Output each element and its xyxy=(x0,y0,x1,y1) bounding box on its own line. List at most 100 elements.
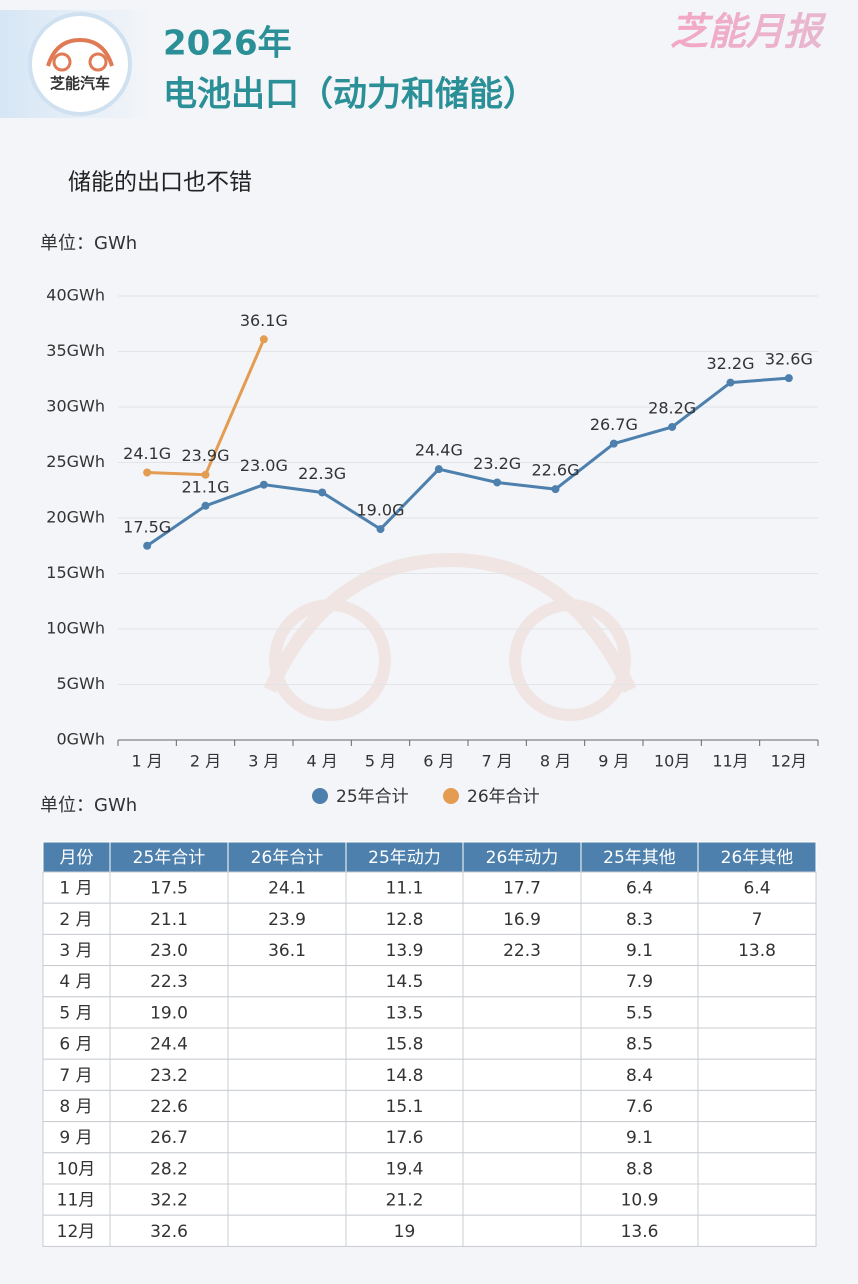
table-cell xyxy=(697,871,817,904)
table-cell xyxy=(462,871,582,904)
data-label: 23.0G xyxy=(240,456,288,475)
table-header: 25年动力 xyxy=(368,848,441,868)
table-cell xyxy=(580,1089,699,1123)
table-cell xyxy=(697,902,817,935)
unit-label: 单位：GWh xyxy=(40,795,137,816)
table-cell xyxy=(109,1089,229,1123)
data-label: 24.4G xyxy=(415,441,463,460)
table-cell-text: 24.1 xyxy=(268,879,306,899)
table-cell-text: 12月 xyxy=(57,1222,96,1242)
table-cell xyxy=(227,1058,347,1091)
table-cell xyxy=(227,1214,347,1247)
table-cell xyxy=(462,933,582,967)
x-tick-label: 1 月 xyxy=(132,752,163,771)
table-cell-text: 14.5 xyxy=(386,972,424,992)
table-cell-text: 23.2 xyxy=(150,1066,188,1086)
data-label: 32.2G xyxy=(706,354,754,373)
x-tick-label: 7 月 xyxy=(482,752,513,771)
table-cell xyxy=(697,1121,817,1154)
table-cell xyxy=(109,902,229,935)
data-point xyxy=(143,541,152,550)
legend-label: 26年合计 xyxy=(467,787,540,807)
table-cell xyxy=(697,1027,817,1060)
table-cell xyxy=(42,1152,111,1185)
table-cell xyxy=(345,933,464,967)
x-tick-label: 12月 xyxy=(771,752,807,771)
data-point xyxy=(668,422,677,431)
data-point xyxy=(609,439,618,448)
data-label: 19.0G xyxy=(356,501,404,520)
data-point xyxy=(376,525,385,534)
table-cell-text: 13.9 xyxy=(386,941,424,961)
table-cell-text: 24.4 xyxy=(150,1035,188,1055)
logo-car xyxy=(46,37,114,67)
table-cell-text: 13.6 xyxy=(621,1222,659,1242)
data-point xyxy=(259,335,268,344)
table-cell-text: 10.9 xyxy=(621,1191,659,1211)
table-cell xyxy=(580,1121,699,1154)
table-cell-text: 8.4 xyxy=(626,1066,653,1086)
table-cell-text: 32.2 xyxy=(150,1191,188,1211)
data-label: 22.3G xyxy=(298,464,346,483)
table-cell xyxy=(580,1214,699,1247)
data-point xyxy=(259,480,268,489)
table-cell xyxy=(462,996,582,1029)
table-header: 26年合计 xyxy=(251,848,324,868)
table-cell xyxy=(227,1183,347,1216)
table-cell-text: 6.4 xyxy=(626,879,653,899)
data-point xyxy=(493,478,502,487)
table-cell xyxy=(227,1089,347,1123)
y-tick-label: 40GWh xyxy=(46,286,105,305)
table-cell xyxy=(462,1183,582,1216)
legend-marker xyxy=(443,788,459,804)
table-cell xyxy=(109,1183,229,1216)
table-cell xyxy=(109,1214,229,1247)
table-cell xyxy=(580,1027,699,1060)
logo xyxy=(28,12,132,116)
table-cell-text: 22.3 xyxy=(503,941,541,961)
table-cell xyxy=(462,1152,582,1185)
table-cell-text: 14.8 xyxy=(386,1066,424,1086)
table-cell-text: 8 月 xyxy=(59,1097,92,1117)
table-cell-text: 15.8 xyxy=(386,1035,424,1055)
watermark xyxy=(263,552,637,721)
table-cell-text: 26.7 xyxy=(150,1128,188,1148)
table-cell xyxy=(697,1183,817,1216)
table-cell xyxy=(109,933,229,967)
table-header-cell xyxy=(580,841,699,873)
table-cell-text: 9.1 xyxy=(626,941,653,961)
x-tick-label: 8 月 xyxy=(540,752,571,771)
table-cell xyxy=(42,1089,111,1123)
table-cell xyxy=(227,996,347,1029)
table-cell xyxy=(227,1027,347,1060)
table-cell xyxy=(462,965,582,998)
table-cell-text: 8.5 xyxy=(626,1035,653,1055)
subtitle: 电池出口（动力和储能） xyxy=(163,75,537,115)
table-cell-text: 7.9 xyxy=(626,972,653,992)
table-cell-text: 22.6 xyxy=(150,1097,188,1117)
table-cell-text: 13.8 xyxy=(738,941,776,961)
data-point xyxy=(551,485,560,494)
table-cell xyxy=(42,1183,111,1216)
table-cell xyxy=(462,1214,582,1247)
table-header-cell xyxy=(345,841,464,873)
table-cell-text: 9.1 xyxy=(626,1128,653,1148)
table-cell-text: 15.1 xyxy=(386,1097,424,1117)
table-cell-text: 28.2 xyxy=(150,1159,188,1179)
table-cell xyxy=(345,1121,464,1154)
y-tick-label: 5GWh xyxy=(56,674,105,693)
data-label: 36.1G xyxy=(240,311,288,330)
table-cell-text: 23.9 xyxy=(268,910,306,930)
logo-wheel xyxy=(52,52,72,72)
table-cell-text: 10月 xyxy=(57,1159,96,1179)
table-cell-text: 21.1 xyxy=(150,910,188,930)
table-cell-text: 17.7 xyxy=(503,879,541,899)
data-label: 28.2G xyxy=(648,398,696,417)
table-header-cell xyxy=(697,841,817,873)
x-tick-label: 6 月 xyxy=(423,752,454,771)
y-tick-label: 25GWh xyxy=(46,452,105,471)
data-label: 26.7G xyxy=(590,415,638,434)
y-tick-label: 30GWh xyxy=(46,397,105,416)
table-cell-text: 7 xyxy=(752,910,763,930)
table-cell-text: 19.4 xyxy=(386,1159,424,1179)
